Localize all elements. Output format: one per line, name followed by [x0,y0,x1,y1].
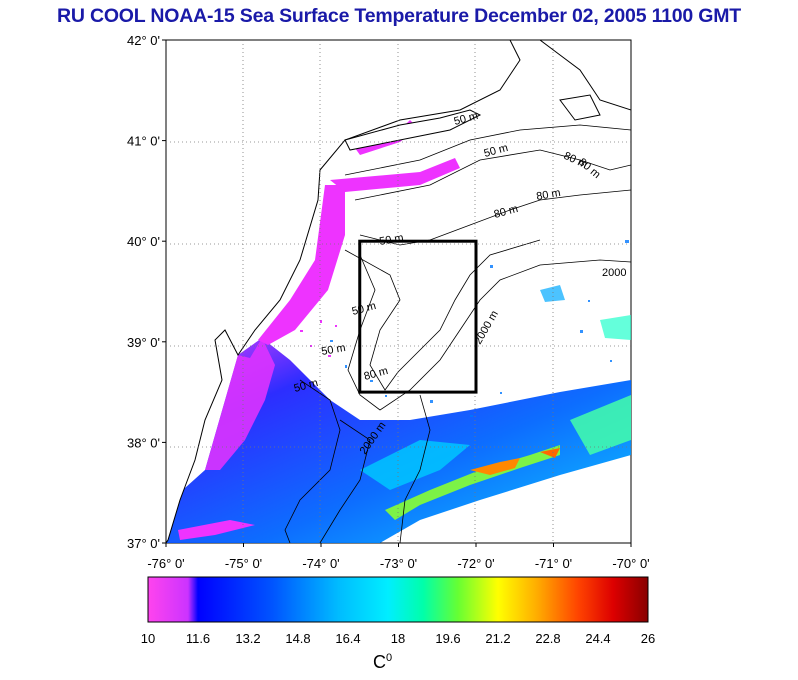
lon-tick-label: -72° 0' [457,556,494,571]
lon-tick-label: -71° 0' [535,556,572,571]
colorbar-tick-label: 24.4 [585,631,610,646]
colorbar [147,576,649,623]
isobath-label: 50 m [378,232,404,248]
lat-tick-label: 40° 0' [127,234,160,249]
colorbar-tick-label: 13.2 [235,631,260,646]
lat-tick-label: 37° 0' [127,536,160,551]
isobath-label: 50 m [320,342,346,358]
colorbar-tick-label: 10 [141,631,155,646]
map-title: RU COOL NOAA-15 Sea Surface Temperature … [56,5,742,27]
colorbar-tick-label: 14.8 [285,631,310,646]
latitude-ticks: 42° 0' 41° 0' 40° 0' 39° 0' 38° 0' 37° 0' [127,33,166,551]
lon-tick-label: -75° 0' [225,556,262,571]
study-area-box [358,239,478,394]
lon-tick-label: -76° 0' [147,556,184,571]
colorbar-tick-label: 19.6 [435,631,460,646]
colorbar-tick-label: 21.2 [485,631,510,646]
longitude-ticks: -76° 0' -75° 0' -74° 0' -73° 0' -72° 0' -71° … [147,543,650,571]
lat-tick-label: 42° 0' [127,33,160,48]
lat-tick-label: 41° 0' [127,134,160,149]
colorbar-tick-label: 22.8 [535,631,560,646]
isobath-label: 80 m [535,187,561,203]
lat-tick-label: 38° 0' [127,435,160,450]
lon-tick-label: -73° 0' [380,556,417,571]
colorbar-tick-label: 16.4 [335,631,360,646]
lon-tick-label: -70° 0' [612,556,649,571]
sst-data [166,120,631,543]
isobath-label: 2000 [602,267,626,279]
coastline [166,40,631,543]
lon-tick-label: -74° 0' [302,556,339,571]
graticule [166,40,631,543]
colorbar-tick-label: 11.6 [186,631,210,646]
lat-tick-label: 39° 0' [127,335,160,350]
colorbar-unit: C0 [373,652,393,672]
colorbar-tick-label: 18 [391,631,405,646]
colorbar-tick-label: 26 [641,631,655,646]
colorbar-ticks: 10 11.6 13.2 14.8 16.4 18 19.6 21.2 22.8 24.4 26 [141,631,655,646]
